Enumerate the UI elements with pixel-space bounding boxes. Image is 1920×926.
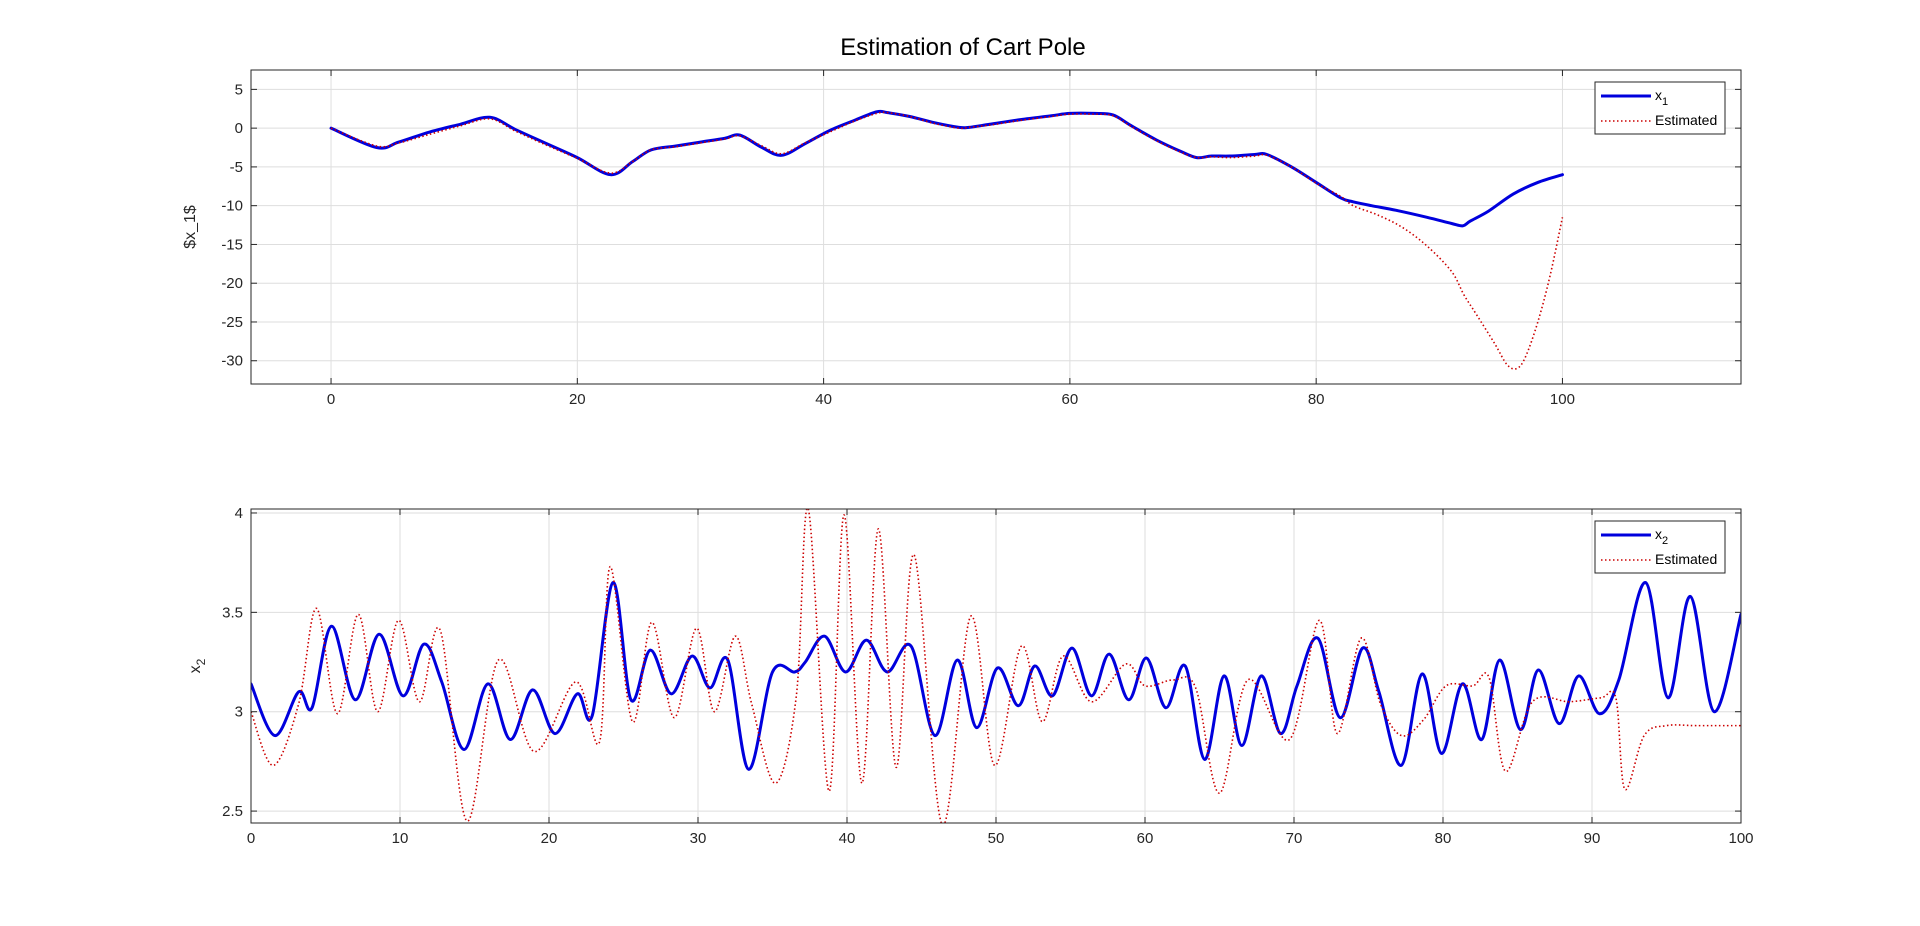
axes-area (251, 70, 1741, 384)
x-tick-label: 70 (1286, 830, 1303, 847)
legend-box (1594, 81, 1726, 135)
y-tick-label: 0 (235, 120, 243, 137)
y-tick-label: -20 (221, 275, 243, 292)
series-line-true-state (251, 581, 1741, 771)
figure-title: Estimation of Cart Pole (840, 34, 1085, 61)
x-tick-label: 40 (839, 830, 856, 847)
plot-x1: 0 20 40 60 80 100 5 0 -5 -10 -15 -20 -25 -30 $x_1$ x1 Es… (182, 69, 1742, 408)
axes-box (250, 69, 1742, 385)
x-tick-label: 60 (1062, 391, 1079, 408)
x-tick-label: 0 (327, 391, 335, 408)
x-tick-label: 80 (1308, 391, 1325, 408)
y-tick-label: 3.5 (222, 604, 243, 621)
legend-entry-label: Estimated (1655, 112, 1717, 128)
y-tick-label: 2.5 (222, 803, 243, 820)
y-axis-label: x2 (187, 658, 208, 673)
y-tick-label: -10 (221, 198, 243, 215)
x-tick-label: 40 (815, 391, 832, 408)
x-tick-label: 30 (690, 830, 707, 847)
y-axis-label: $x_1$ (182, 205, 199, 249)
legend-entry-label: x2 (1655, 526, 1668, 547)
x-tick-label: 90 (1584, 830, 1601, 847)
series-line-estimated (330, 111, 1564, 370)
y-tick-label: -15 (221, 236, 243, 253)
series-group (329, 109, 1564, 370)
y-tick-label: -25 (221, 314, 243, 331)
y-tick-label: 3 (235, 704, 243, 721)
y-tick-label: -30 (221, 353, 243, 370)
x-tick-label: 80 (1435, 830, 1452, 847)
series-line-estimated (251, 509, 1741, 823)
y-tick-label: 5 (235, 81, 243, 98)
x-tick-label: 100 (1728, 830, 1753, 847)
x-tick-label: 10 (392, 830, 409, 847)
x-tick-label: 0 (247, 830, 255, 847)
x-tick-label: 50 (988, 830, 1005, 847)
legend: x2 Estimated (1594, 520, 1726, 574)
legend-entry-label: x1 (1655, 87, 1668, 108)
x-tick-label: 20 (541, 830, 558, 847)
x-tick-label: 100 (1550, 391, 1575, 408)
y-tick-label: -5 (230, 159, 243, 176)
x-tick-label: 20 (569, 391, 586, 408)
y-tick-label: 4 (235, 505, 243, 522)
legend-entry-label: Estimated (1655, 551, 1717, 567)
plot-x2: 0 10 20 30 40 50 60 70 80 90 100 4 3.5 3 2.5 x2 x2 Estima… (187, 505, 1754, 847)
x-tick-label: 60 (1137, 830, 1154, 847)
series-group (251, 509, 1741, 823)
legend-box (1594, 520, 1726, 574)
legend: x1 Estimated (1594, 81, 1726, 135)
